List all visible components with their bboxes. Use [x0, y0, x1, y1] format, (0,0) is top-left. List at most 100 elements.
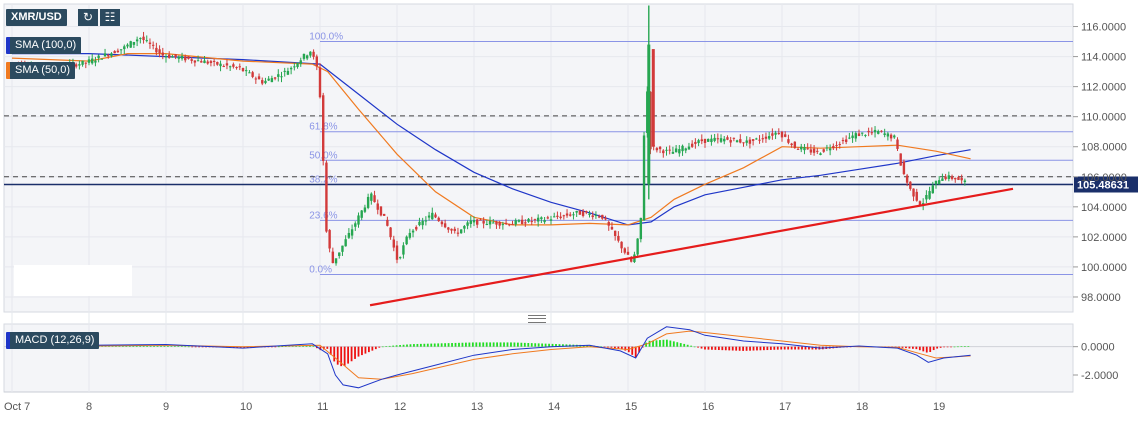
- sma50-legend[interactable]: SMA (50,0): [6, 62, 76, 79]
- candle-body: [610, 226, 614, 230]
- candle-body: [100, 58, 104, 60]
- x-tick-label: Oct 7: [4, 401, 30, 413]
- macd-histogram-bar: [558, 344, 561, 347]
- candle-body: [957, 177, 960, 180]
- y-tick-label: 100.0000: [1081, 262, 1127, 274]
- macd-histogram-bar: [534, 343, 537, 347]
- candle-body: [293, 66, 296, 68]
- candle-body: [142, 36, 145, 41]
- macd-histogram-bar: [925, 346, 928, 353]
- candle-body: [674, 148, 678, 153]
- candle-body: [161, 52, 164, 56]
- macd-histogram-bar: [440, 343, 443, 347]
- macd-histogram-bar: [707, 346, 710, 350]
- macd-histogram-bar: [135, 345, 138, 347]
- candle-body: [832, 146, 835, 149]
- candle-body: [565, 213, 569, 216]
- macd-histogram-bar: [406, 344, 408, 347]
- macd-histogram-bar: [451, 343, 453, 347]
- candle-body: [620, 241, 623, 249]
- symbol-tag[interactable]: XMR/USD: [6, 9, 67, 26]
- candle-body: [950, 176, 954, 179]
- macd-histogram-bar: [485, 342, 488, 347]
- macd-histogram-bar: [468, 342, 471, 347]
- macd-histogram-bar: [367, 346, 370, 353]
- candle-body: [819, 153, 822, 155]
- candle-body: [546, 217, 549, 219]
- candle-body: [440, 221, 444, 225]
- candle-body: [604, 218, 607, 220]
- macd-histogram-bar: [347, 346, 350, 364]
- indicators-icon[interactable]: ☷: [100, 9, 120, 26]
- x-tick-label: 15: [625, 401, 637, 413]
- macd-histogram-bar: [520, 342, 523, 347]
- macd-histogram-bar: [908, 346, 911, 349]
- candle-body: [261, 80, 264, 84]
- candle-body: [562, 215, 566, 217]
- candle-body: [828, 148, 832, 151]
- candle-body: [694, 141, 697, 144]
- candle-body: [277, 74, 280, 77]
- macd-histogram-bar: [745, 346, 748, 351]
- macd-legend[interactable]: MACD (12,26,9): [6, 332, 100, 349]
- candle-body: [344, 239, 347, 247]
- macd-histogram-bar: [142, 345, 145, 347]
- candle-body: [963, 180, 967, 183]
- candle-body: [870, 132, 874, 134]
- refresh-icon[interactable]: ↻: [78, 9, 98, 26]
- candle-body: [812, 148, 816, 153]
- macd-histogram-bar: [496, 342, 498, 347]
- macd-histogram-bar: [541, 343, 544, 347]
- candle-body: [257, 76, 261, 80]
- macd-histogram-bar: [167, 346, 169, 347]
- candle-body: [97, 55, 100, 58]
- macd-histogram-bar: [648, 340, 651, 347]
- macd-histogram-bar: [932, 346, 935, 351]
- candle-body: [139, 37, 142, 39]
- x-tick-label: 19: [933, 401, 945, 413]
- candle-body: [116, 50, 120, 53]
- candle-body: [665, 149, 668, 151]
- macd-histogram-bar: [371, 346, 374, 351]
- macd-histogram-bar: [239, 346, 242, 349]
- macd-histogram-bar: [797, 346, 800, 350]
- candle-body: [739, 139, 742, 143]
- macd-histogram-bar: [118, 345, 121, 347]
- candle-body: [639, 217, 643, 240]
- candle-body: [671, 151, 675, 154]
- candle-body: [809, 149, 813, 153]
- candle-body: [312, 51, 315, 57]
- macd-histogram-bar: [329, 346, 332, 355]
- candle-body: [389, 227, 392, 238]
- candle-body: [187, 56, 190, 59]
- spike-candle-body: [651, 49, 655, 147]
- candle-body: [530, 221, 533, 223]
- candle-body: [289, 67, 293, 70]
- candle-body: [74, 64, 78, 67]
- pane-resize-handle[interactable]: [528, 315, 546, 323]
- x-tick-label: 17: [779, 401, 791, 413]
- candle-body: [543, 220, 546, 223]
- macd-histogram-bar: [943, 346, 945, 348]
- candle-body: [132, 42, 136, 45]
- candle-body: [735, 140, 739, 143]
- macd-histogram-bar: [936, 346, 939, 349]
- macd-histogram-bar: [516, 342, 519, 347]
- macd-histogram-bar: [537, 343, 540, 347]
- candle-body: [129, 41, 132, 48]
- candle-body: [549, 219, 553, 221]
- candle-body: [286, 70, 290, 75]
- macd-histogram-bar: [340, 346, 343, 367]
- sma100-legend[interactable]: SMA (100,0): [6, 37, 82, 54]
- macd-histogram-bar: [912, 346, 914, 349]
- candle-body: [803, 147, 806, 151]
- macd-histogram-bar: [184, 346, 187, 348]
- candle-body: [341, 245, 344, 252]
- macd-histogram-bar: [711, 346, 713, 350]
- macd-histogram-bar: [683, 343, 686, 347]
- candle-body: [113, 51, 116, 54]
- candle-body: [902, 161, 906, 175]
- candle-body: [617, 235, 620, 241]
- macd-histogram-bar: [676, 342, 679, 347]
- candle-body: [206, 61, 209, 64]
